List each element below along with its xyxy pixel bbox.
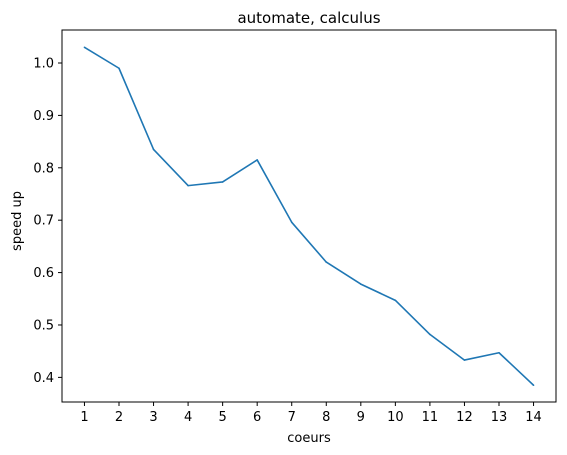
- y-tick-label: 0.9: [33, 109, 54, 124]
- x-tick-label: 7: [288, 410, 296, 425]
- x-tick-label: 13: [491, 410, 508, 425]
- x-tick-label: 1: [80, 410, 88, 425]
- x-tick-label: 12: [456, 410, 473, 425]
- x-tick-label: 4: [184, 410, 192, 425]
- chart-title: automate, calculus: [237, 9, 380, 27]
- x-tick-label: 2: [115, 410, 123, 425]
- y-tick-label: 0.4: [33, 371, 54, 386]
- x-tick-label: 6: [253, 410, 261, 425]
- x-tick-label: 11: [422, 410, 439, 425]
- x-tick-label: 9: [357, 410, 365, 425]
- x-tick-label: 5: [218, 410, 226, 425]
- x-tick-label: 3: [149, 410, 157, 425]
- y-tick-label: 0.8: [33, 161, 54, 176]
- x-tick-label: 10: [387, 410, 404, 425]
- y-axis-label: speed up: [10, 191, 25, 251]
- x-tick-label: 14: [525, 410, 542, 425]
- x-tick-label: 8: [322, 410, 330, 425]
- y-tick-label: 0.5: [33, 318, 54, 333]
- x-axis-label: coeurs: [287, 431, 331, 446]
- y-tick-label: 0.7: [33, 214, 54, 229]
- y-tick-label: 1.0: [33, 57, 54, 72]
- y-tick-label: 0.6: [33, 266, 54, 281]
